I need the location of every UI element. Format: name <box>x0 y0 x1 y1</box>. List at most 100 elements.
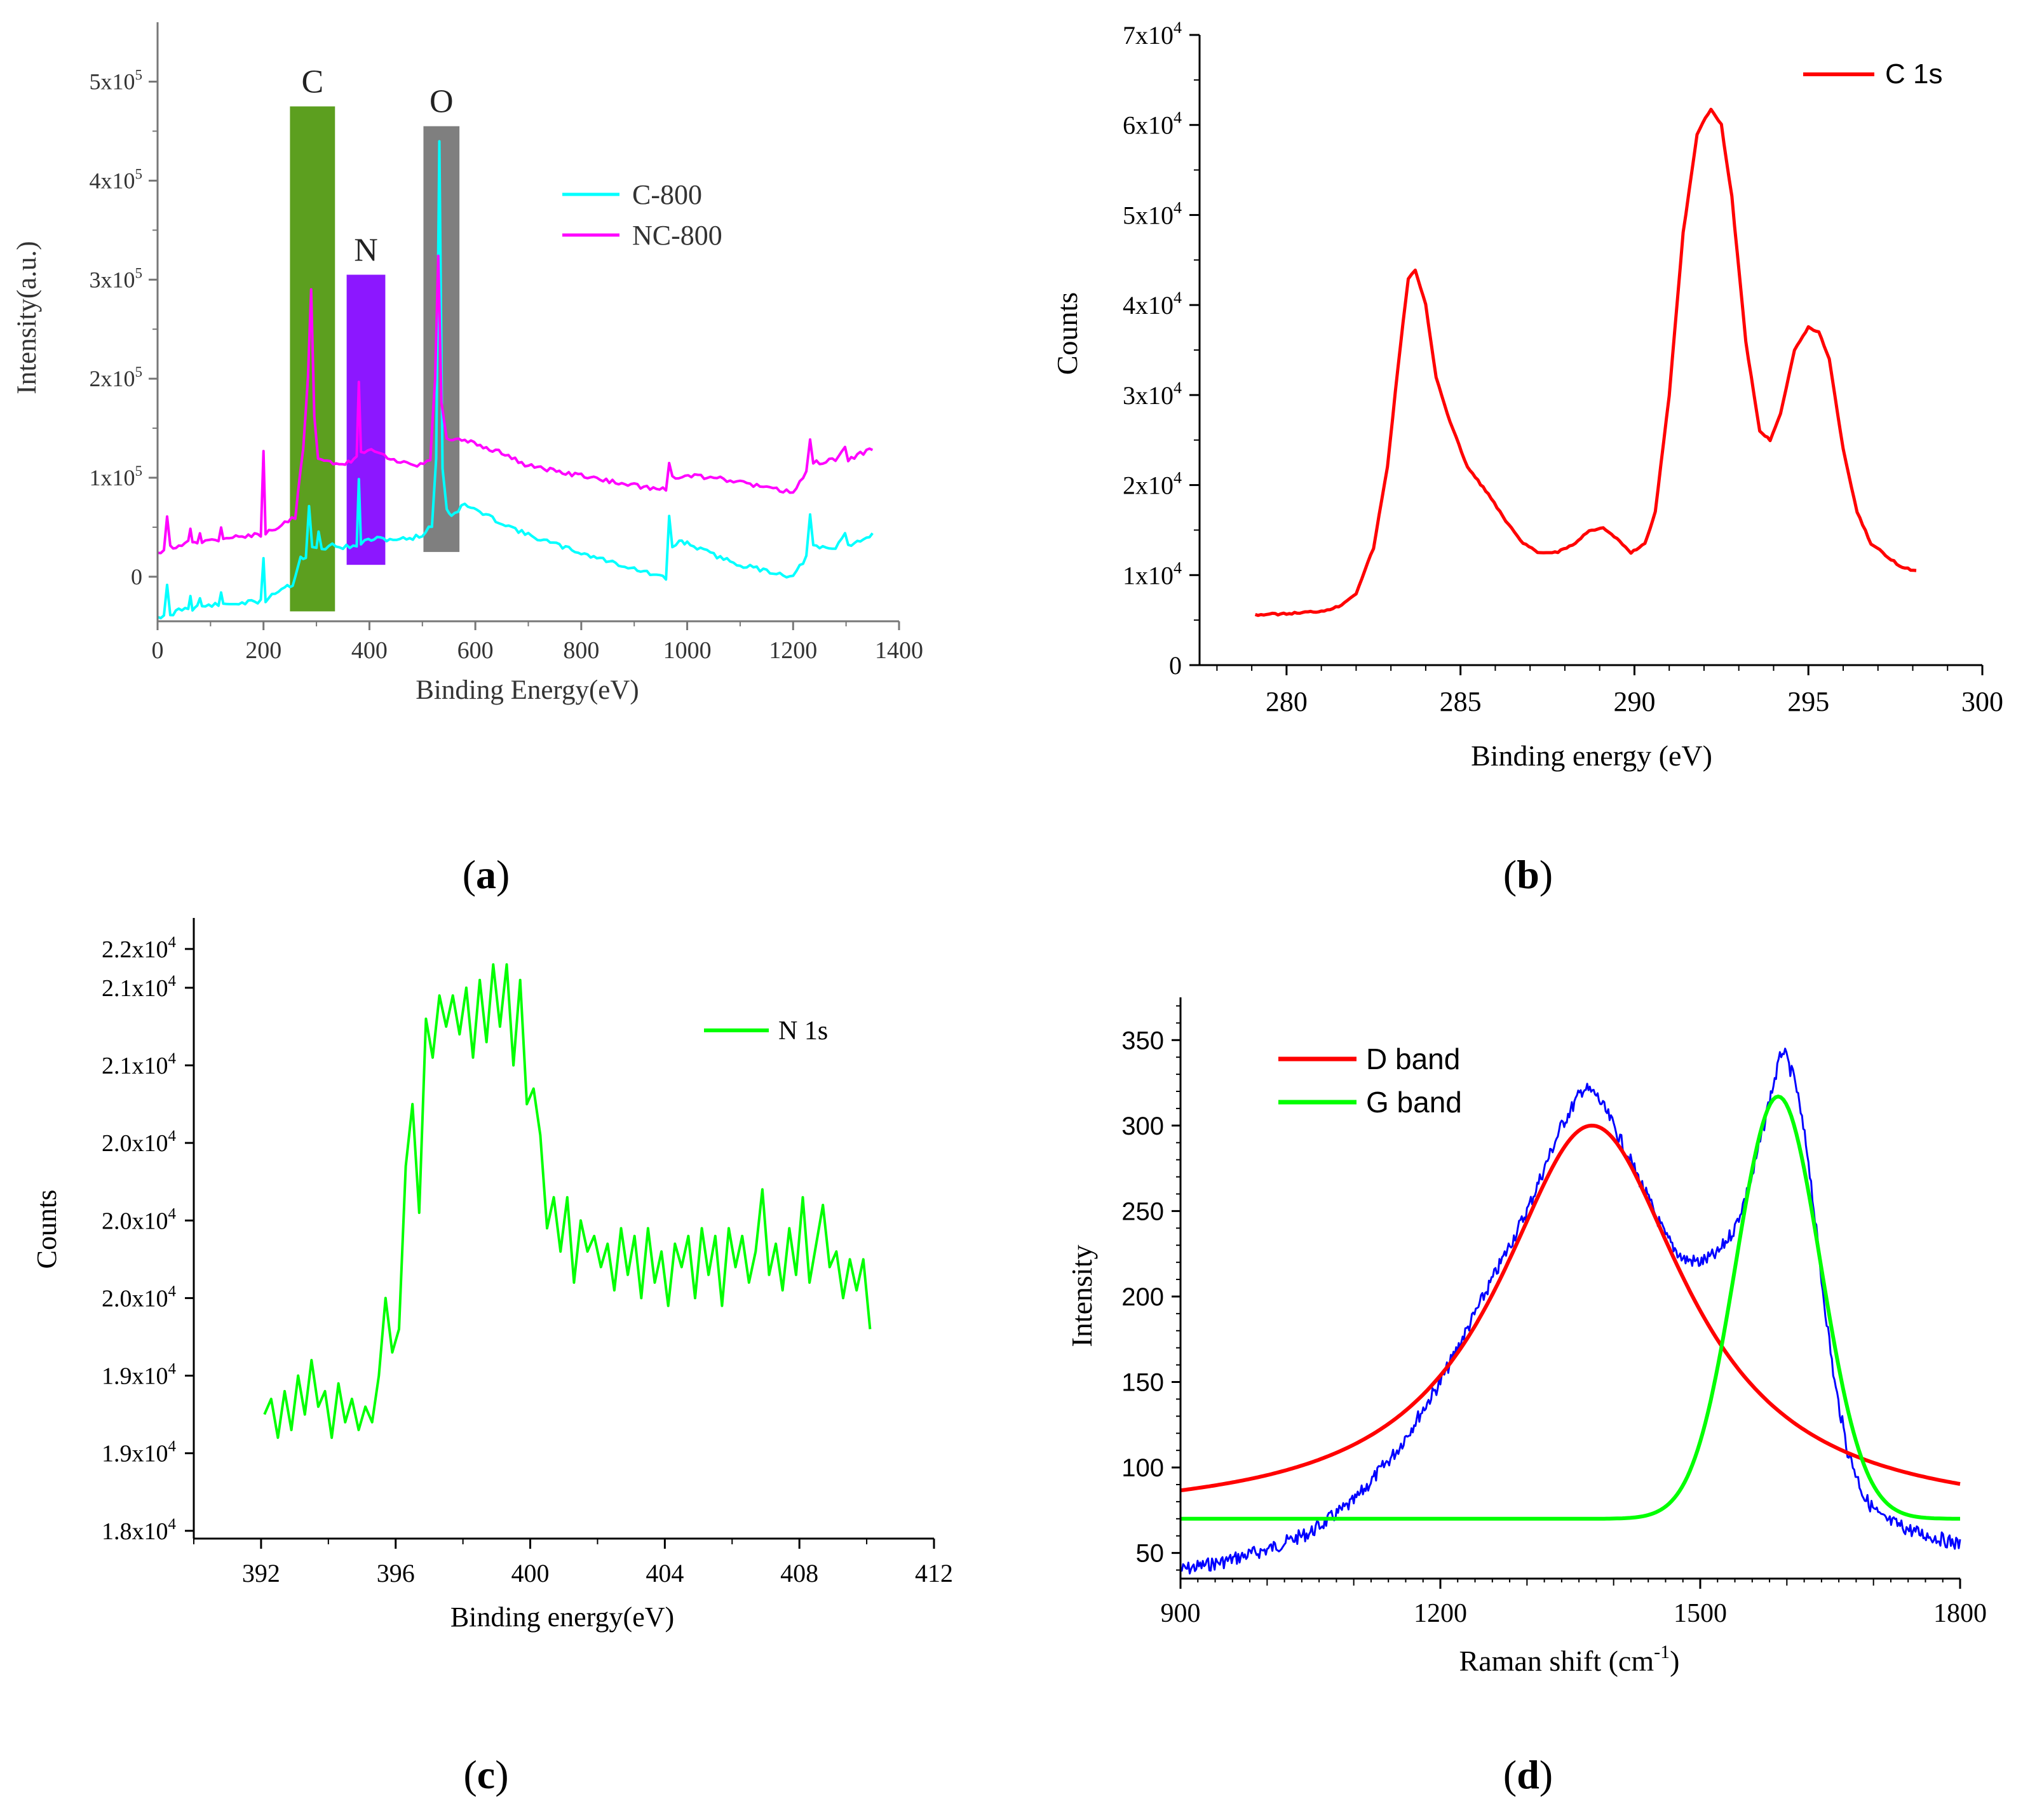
panel-b-x-tick-label-295: 295 <box>1787 686 1829 717</box>
panel-a-series <box>157 140 874 619</box>
panel-a-y-tick-label-2: 2x105 <box>90 364 143 391</box>
panel-b-x-axis-label: Binding energy (eV) <box>1471 739 1712 772</box>
panel-a-x-tick-label-800: 800 <box>563 637 599 664</box>
series-line-c-800 <box>157 140 874 619</box>
panel-b-x-tick-label-280: 280 <box>1266 686 1308 717</box>
panel-a-y-tick-label-0: 0 <box>131 564 142 590</box>
panel-a-x-axis-label: Binding Energy(eV) <box>416 675 639 705</box>
panel-c-x-tick-label-404: 404 <box>646 1559 684 1587</box>
svg-text:(a): (a) <box>463 852 510 897</box>
legend-label-c-800: C-800 <box>632 179 702 210</box>
panel-c-x-tick-label-408: 408 <box>780 1559 818 1587</box>
element-box-N <box>346 274 386 565</box>
panel-label-d-close: ) <box>1539 1752 1553 1797</box>
panel-c-ticks: 392 396 400 404 408 412 1.8x104 1.9x104 1.9x104 2… <box>102 934 953 1587</box>
panel-b-y-tick-label-7: 7x104 <box>1123 18 1182 50</box>
panel-c-y-tick-label-6: 2.1x104 <box>102 1050 177 1079</box>
element-box-label-O: O <box>430 84 454 120</box>
panel-d-x-axis-label-superscript: -1 <box>1654 1641 1670 1662</box>
panel-b-y-tick-label-4: 4x104 <box>1123 288 1182 320</box>
legend-label-d-band: D band <box>1366 1042 1460 1075</box>
panel-c-y-tick-label-8: 2.2x104 <box>102 934 177 963</box>
panel-a-x-tick-label-600: 600 <box>457 637 494 664</box>
panel-a-x-tick-label-0: 0 <box>152 637 164 664</box>
panel-a-ticks: 0 200 400 600 800 1000 1200 1400 0 1x105 2x105 3x10… <box>90 67 924 664</box>
panel-d-ticks: 900 1200 1500 1800 50 100 150 200 250 300 350 <box>1121 1005 1987 1628</box>
panel-b-y-tick-label-2: 2x104 <box>1123 469 1182 500</box>
panel-d-raman-chart: 900 1200 1500 1800 50 100 150 200 250 300 350 Rama… <box>1066 997 1987 1677</box>
panel-a-x-tick-label-200: 200 <box>245 637 281 664</box>
series-line-d-band <box>1180 1123 1961 1493</box>
panel-label-a-close: ) <box>496 852 510 897</box>
legend-label-g-band: G band <box>1366 1086 1462 1119</box>
panel-d-x-tick-label-1800: 1800 <box>1933 1599 1987 1628</box>
panel-label-b-close: ) <box>1539 852 1553 897</box>
panel-d-x-axis-label: Raman shift (cm-1) <box>1459 1641 1680 1677</box>
series-line-nc-800 <box>157 254 874 555</box>
panel-d-y-tick-label-150: 150 <box>1121 1369 1164 1397</box>
panel-b-y-tick-label-3: 3x104 <box>1123 379 1182 410</box>
panel-d-y-tick-label-100: 100 <box>1121 1454 1164 1482</box>
panel-d-series <box>1180 1048 1961 1575</box>
panel-d-y-tick-label-50: 50 <box>1136 1540 1165 1568</box>
panel-b-series <box>1254 107 1917 617</box>
panel-d-y-tick-label-350: 350 <box>1121 1027 1164 1055</box>
panel-b-x-tick-label-290: 290 <box>1613 686 1655 717</box>
panel-c-x-tick-label-412: 412 <box>915 1559 953 1587</box>
panel-a-x-tick-label-1000: 1000 <box>663 637 712 664</box>
panel-label-c-close: ) <box>495 1752 508 1797</box>
panel-c-series <box>263 963 872 1439</box>
panel-d-y-axis-label: Intensity <box>1066 1245 1098 1347</box>
panel-c-x-tick-label-400: 400 <box>511 1559 550 1587</box>
series-line-c-1s <box>1254 107 1917 617</box>
panel-c-n1s-chart: 392 396 400 404 408 412 1.8x104 1.9x104 1.9x104 2… <box>31 918 953 1633</box>
panel-label-b-letter: b <box>1517 852 1539 897</box>
panel-b-y-axis-label: Counts <box>1051 292 1083 375</box>
panel-d-x-tick-label-1200: 1200 <box>1414 1599 1467 1628</box>
panel-c-legend: N 1s <box>704 1016 828 1046</box>
panel-a-x-tick-label-1400: 1400 <box>875 637 923 664</box>
panel-a-survey-chart: C N O 0 200 400 600 800 1000 1200 1400 0 1x105 2x105… <box>12 22 923 705</box>
panel-label-c-open: ( <box>463 1752 477 1797</box>
panel-d-x-tick-label-1500: 1500 <box>1674 1599 1727 1628</box>
panel-b-y-tick-label-0: 0 <box>1169 651 1182 680</box>
panel-label-c: (c) <box>463 1752 508 1797</box>
panel-b-x-tick-label-300: 300 <box>1961 686 2003 717</box>
series-line-g-band <box>1181 1094 1960 1521</box>
panel-c-y-tick-label-5: 2.0x104 <box>102 1128 177 1157</box>
panel-d-y-tick-label-200: 200 <box>1121 1283 1164 1311</box>
panel-label-b-open: ( <box>1503 852 1517 897</box>
panel-label-a-letter: a <box>476 852 496 897</box>
svg-text:(c): (c) <box>463 1752 508 1797</box>
panel-label-c-letter: c <box>477 1752 495 1797</box>
panel-label-a-open: ( <box>463 852 476 897</box>
panel-d-x-axis-label-end: ) <box>1670 1645 1679 1677</box>
panel-d-x-axis-label-main: Raman shift (cm <box>1459 1645 1654 1677</box>
panel-label-d-open: ( <box>1503 1752 1517 1797</box>
legend-label-c-1s: C 1s <box>1885 58 1942 90</box>
panel-b-x-tick-label-285: 285 <box>1440 686 1482 717</box>
panel-a-x-tick-label-1200: 1200 <box>769 637 817 664</box>
panel-d-x-tick-label-900: 900 <box>1161 1599 1201 1628</box>
panel-c-x-tick-label-396: 396 <box>377 1559 415 1587</box>
panel-c-y-tick-label-3: 2.0x104 <box>102 1283 177 1312</box>
series-line-raman-spectrum <box>1180 1048 1961 1575</box>
panel-d-axes <box>1179 997 1960 1580</box>
panel-label-d: (d) <box>1503 1752 1553 1797</box>
legend-label-n-1s: N 1s <box>778 1016 828 1046</box>
panel-a-y-tick-label-1: 1x105 <box>90 463 143 490</box>
panel-c-x-tick-label-392: 392 <box>242 1559 280 1587</box>
panel-d-y-tick-label-300: 300 <box>1121 1112 1164 1140</box>
panel-a-x-tick-label-400: 400 <box>351 637 388 664</box>
panel-a-y-tick-label-5: 5x105 <box>90 67 143 95</box>
svg-text:(d): (d) <box>1503 1752 1553 1797</box>
panel-b-y-tick-label-1: 1x104 <box>1123 558 1182 590</box>
svg-text:(b): (b) <box>1503 852 1553 897</box>
panel-d-y-tick-label-250: 250 <box>1121 1197 1164 1225</box>
panel-b-y-tick-label-5: 5x104 <box>1123 198 1182 229</box>
panel-c-y-tick-label-4: 2.0x104 <box>102 1205 177 1234</box>
panel-c-x-axis-label: Binding energy(eV) <box>450 1601 674 1633</box>
panel-a-y-axis-label: Intensity(a.u.) <box>12 241 42 394</box>
